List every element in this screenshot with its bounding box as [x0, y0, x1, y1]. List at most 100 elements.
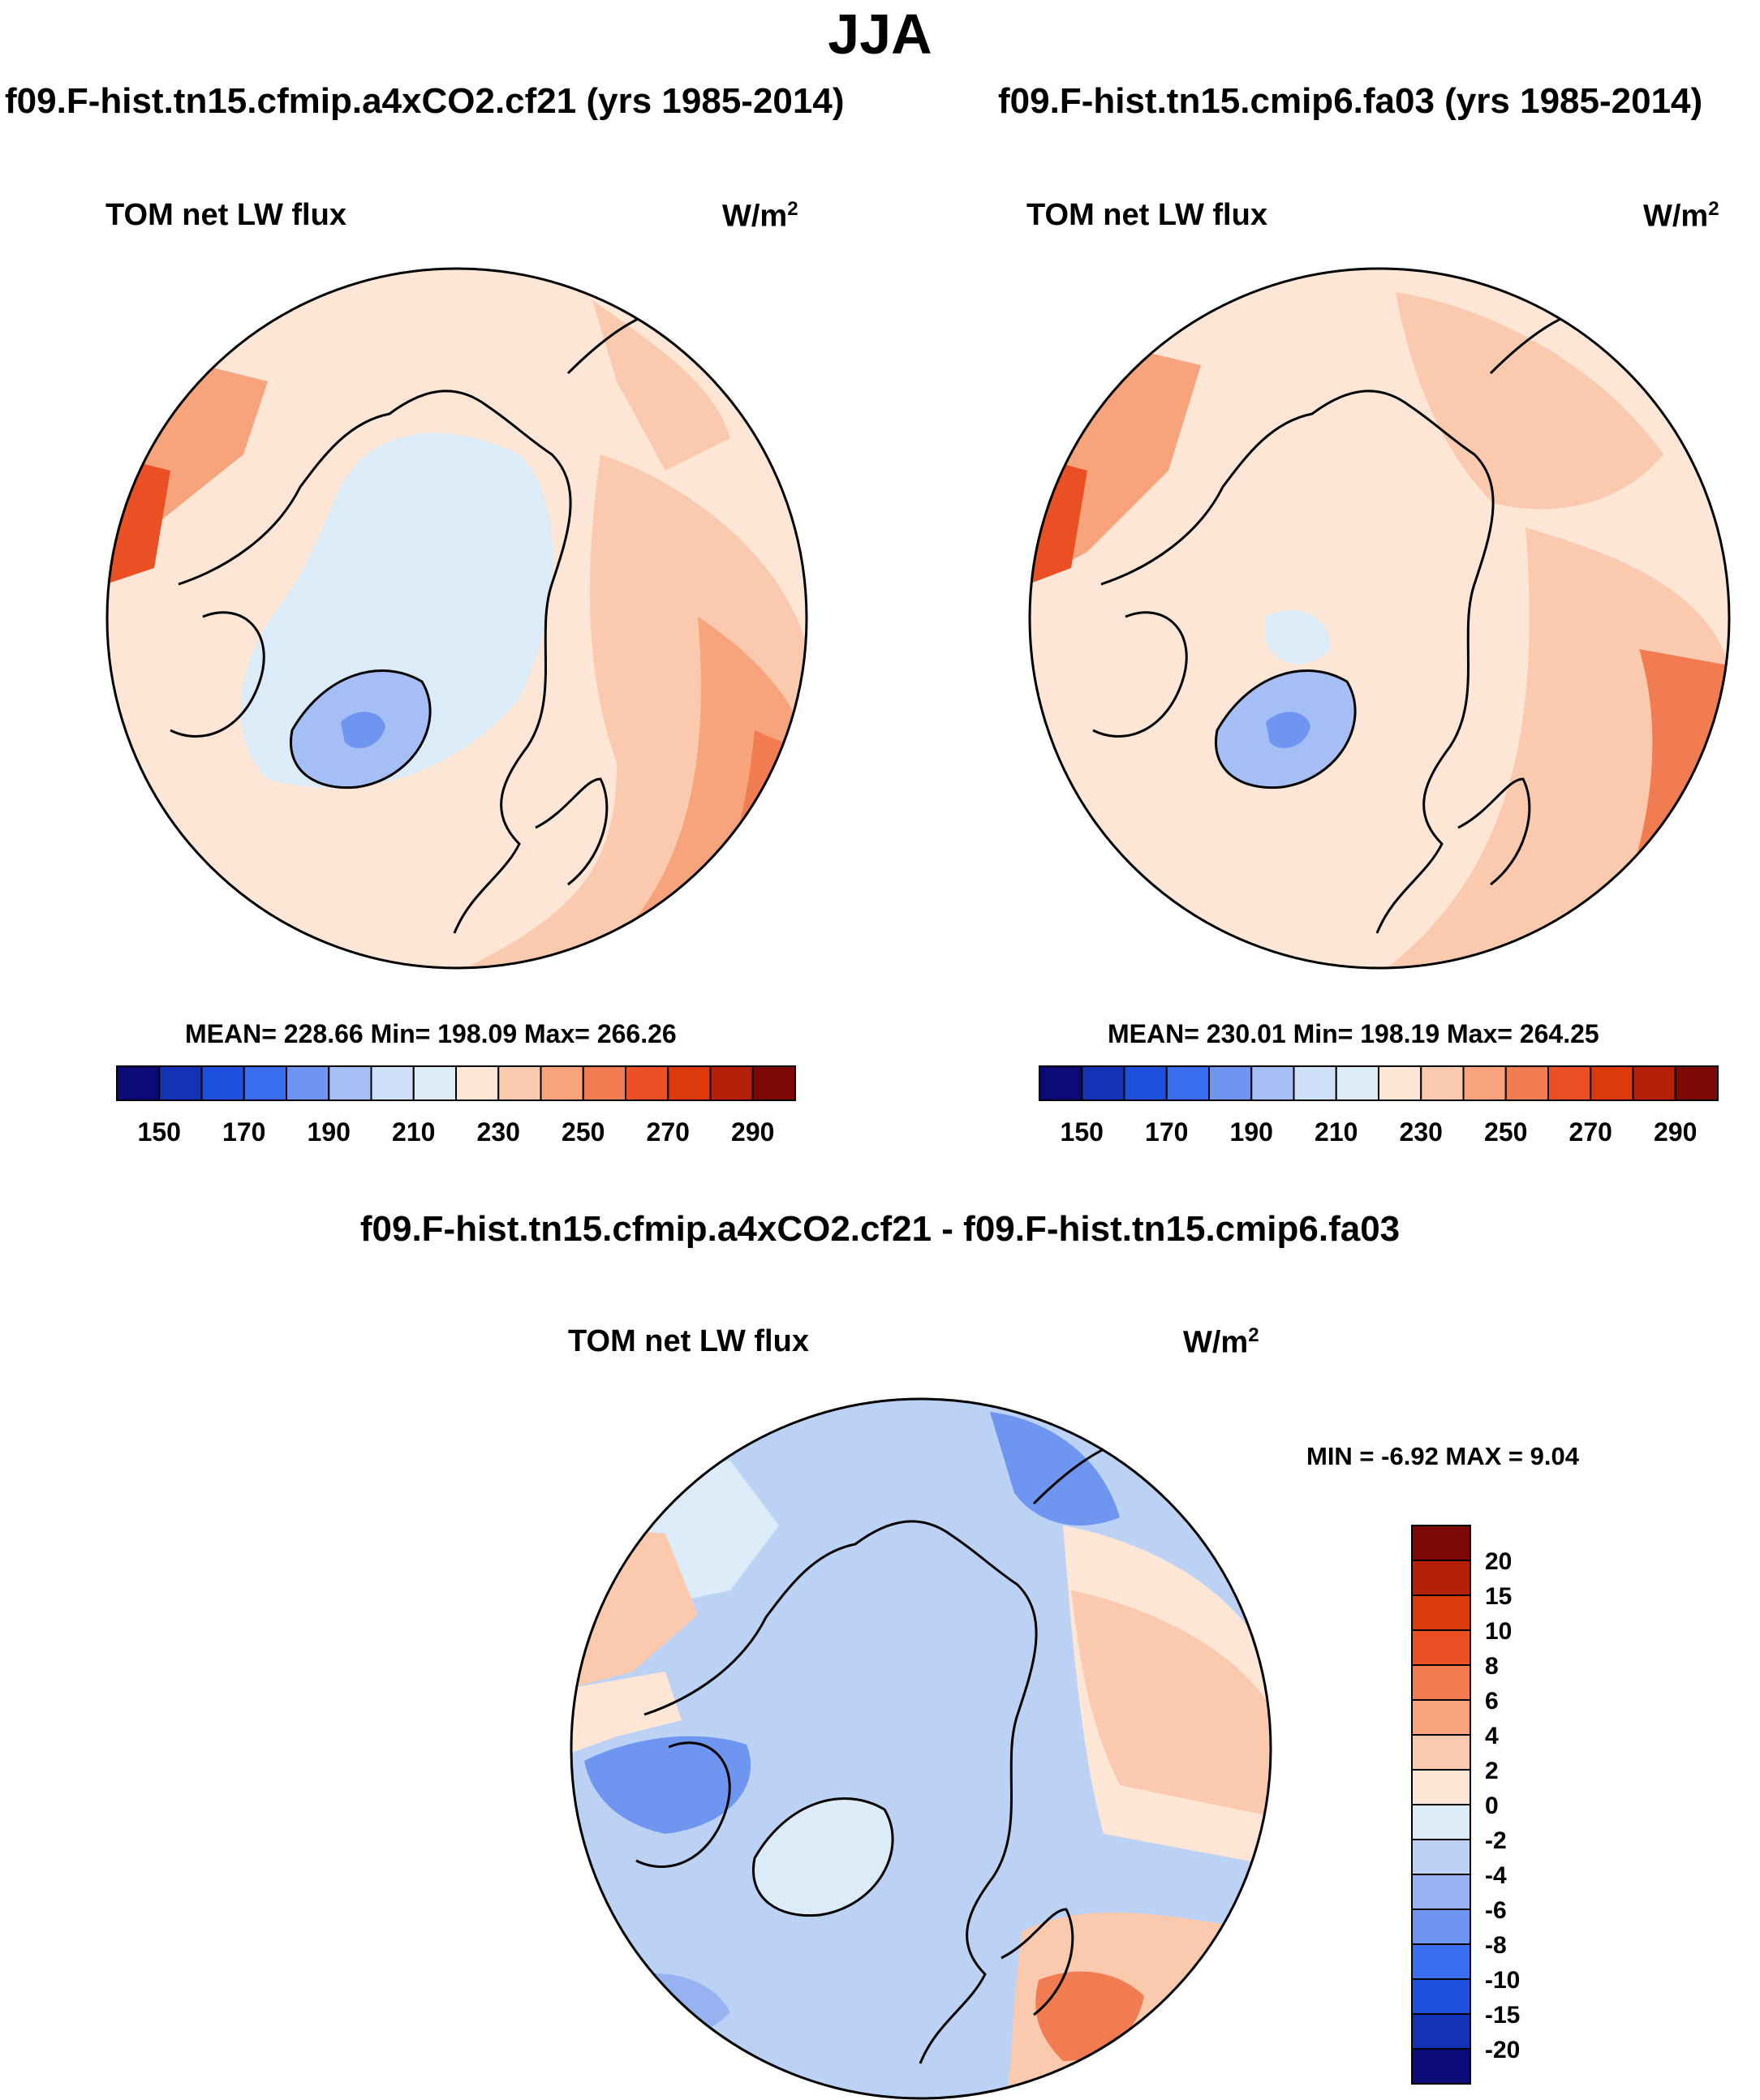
colorbar-tick-label: 230	[477, 1117, 520, 1147]
coastline	[1092, 307, 1589, 934]
left-polar-map	[107, 269, 807, 968]
difference-minmax-label: MIN = -6.92 MAX = 9.04	[1306, 1442, 1579, 1470]
colorbar-tick-label: 210	[1315, 1117, 1358, 1147]
colorbar-tick-label: 150	[138, 1117, 181, 1147]
colorbar-swatch	[455, 1065, 500, 1101]
coastline	[635, 1437, 1132, 2064]
colorbar-swatch	[1462, 1065, 1507, 1101]
right-colorbar: 150 170 190 210 230 250 270 290	[1039, 1065, 1719, 1147]
coastline	[170, 307, 666, 934]
left-panel-variable-label: TOM net LW flux	[105, 198, 346, 232]
colorbar-tick-label: 6	[1485, 1688, 1499, 1715]
field-region-warm-northeast	[1396, 292, 1663, 510]
colorbar-swatch	[1411, 1699, 1471, 1736]
colorbar-swatch	[1165, 1065, 1210, 1101]
difference-variable-label: TOM net LW flux	[568, 1324, 809, 1358]
colorbar-tick-label: -20	[1485, 2037, 1520, 2063]
colorbar-tick-label: 0	[1485, 1792, 1499, 1819]
colorbar-swatch	[1411, 1664, 1471, 1701]
colorbar-swatch	[1411, 1560, 1471, 1596]
colorbar-swatch	[1411, 1804, 1471, 1840]
colorbar-tick-label: 190	[1230, 1117, 1273, 1147]
difference-map-border	[570, 1397, 1272, 2100]
colorbar-tick-label: -6	[1485, 1897, 1507, 1924]
colorbar-swatch	[328, 1065, 372, 1101]
right-panel-stats: MEAN= 230.01 Min= 198.19 Max= 264.25	[1108, 1019, 1599, 1048]
field-region-hot-southeast	[1035, 1971, 1144, 2061]
colorbar-swatch	[1632, 1065, 1676, 1101]
colorbar-tick-label: 170	[222, 1117, 265, 1147]
field-region-cold-west	[584, 1736, 751, 1834]
difference-title: f09.F-hist.tn15.cfmip.a4xCO2.cf21 - f09.…	[359, 1209, 1401, 1249]
field-region-warm-north	[592, 300, 730, 471]
colorbar-swatch	[1411, 2013, 1471, 2050]
difference-unit-label: W/m2	[1183, 1324, 1259, 1360]
field-region-greenland-cold	[1266, 712, 1310, 749]
colorbar-swatch	[1411, 1874, 1471, 1910]
colorbar-swatch	[751, 1065, 796, 1101]
colorbar-swatch	[1411, 1525, 1471, 1561]
left-map-border	[105, 267, 808, 970]
colorbar-swatch	[625, 1065, 669, 1101]
colorbar-tick-label: 270	[1569, 1117, 1612, 1147]
colorbar-swatch	[1411, 1594, 1471, 1631]
colorbar-tick-label: 10	[1485, 1618, 1512, 1645]
colorbar-tick-label: 20	[1485, 1548, 1512, 1575]
field-region-archipelago-cool	[1266, 610, 1331, 665]
colorbar-tick-label: -2	[1485, 1827, 1507, 1854]
colorbar-swatch	[1411, 1909, 1471, 1945]
colorbar-swatch	[1547, 1065, 1592, 1101]
colorbar-swatch	[1208, 1065, 1253, 1101]
colorbar-swatch	[1674, 1065, 1719, 1101]
colorbar-tick-label: 15	[1485, 1583, 1512, 1610]
colorbar-tick-label: 210	[392, 1117, 435, 1147]
colorbar-tick-label: -15	[1485, 2002, 1520, 2029]
colorbar-swatch	[667, 1065, 712, 1101]
field-region-cold-northeast	[990, 1412, 1120, 1526]
left-colorbar: 150 170 190 210 230 250 270 290	[116, 1065, 796, 1147]
difference-polar-map	[571, 1399, 1271, 2098]
left-panel-case-title: f09.F-hist.tn15.cfmip.a4xCO2.cf21 (yrs 1…	[5, 81, 845, 121]
colorbar-tick-label: -4	[1485, 1862, 1507, 1889]
colorbar-tick-label: 150	[1061, 1117, 1104, 1147]
figure-title: JJA	[828, 2, 932, 66]
left-panel-unit-label: W/m2	[722, 198, 798, 234]
colorbar-swatch	[709, 1065, 754, 1101]
colorbar-swatch	[158, 1065, 203, 1101]
colorbar-tick-label: 290	[731, 1117, 774, 1147]
colorbar-swatch	[497, 1065, 542, 1101]
colorbar-swatch	[1081, 1065, 1125, 1101]
colorbar-swatch	[1411, 1769, 1471, 1805]
colorbar-swatch	[1378, 1065, 1422, 1101]
colorbar-swatch	[540, 1065, 584, 1101]
colorbar-tick-label: 2	[1485, 1758, 1499, 1784]
colorbar-swatch	[412, 1065, 457, 1101]
right-map-border	[1028, 267, 1731, 970]
colorbar-tick-label: 190	[308, 1117, 351, 1147]
colorbar-tick-label: -8	[1485, 1932, 1507, 1959]
colorbar-tick-label: 290	[1654, 1117, 1697, 1147]
colorbar-tick-label: 230	[1400, 1117, 1443, 1147]
colorbar-swatch	[1039, 1065, 1083, 1101]
right-polar-map	[1030, 269, 1729, 968]
colorbar-swatch	[200, 1065, 245, 1101]
colorbar-tick-label: 270	[647, 1117, 690, 1147]
left-panel-stats: MEAN= 228.66 Min= 198.09 Max= 266.26	[185, 1019, 677, 1048]
right-panel-variable-label: TOM net LW flux	[1026, 198, 1267, 232]
colorbar-swatch	[1123, 1065, 1168, 1101]
colorbar-swatch	[1335, 1065, 1379, 1101]
right-panel-unit-label: W/m2	[1643, 198, 1719, 234]
colorbar-swatch	[1411, 1978, 1471, 2015]
colorbar-tick-label: 170	[1145, 1117, 1188, 1147]
colorbar-swatch	[370, 1065, 415, 1101]
colorbar-swatch	[1590, 1065, 1634, 1101]
colorbar-tick-label: 250	[1484, 1117, 1527, 1147]
colorbar-swatch	[1420, 1065, 1465, 1101]
colorbar-tick-label: 8	[1485, 1653, 1499, 1680]
colorbar-swatch	[1293, 1065, 1337, 1101]
right-panel-case-title: f09.F-hist.tn15.cmip6.fa03 (yrs 1985-201…	[998, 81, 1703, 121]
colorbar-swatch	[1411, 1734, 1471, 1771]
field-region-warm-east	[1071, 1590, 1271, 1818]
